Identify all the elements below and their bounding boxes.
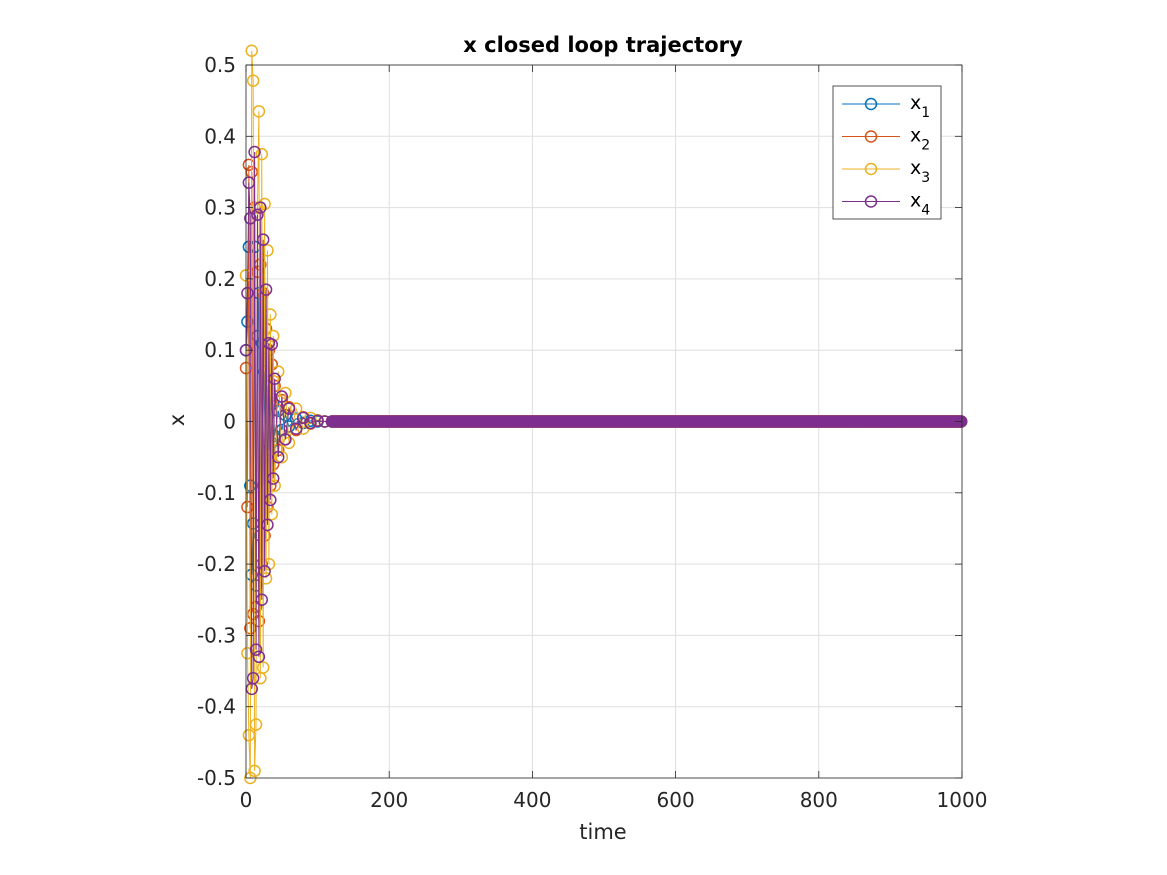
legend: x1 x2 x3 x4 (832, 85, 942, 220)
data-point-x_4 (251, 208, 264, 221)
data-point-x_4 (244, 212, 257, 225)
data-point-x_4 (241, 286, 254, 300)
data-point-x_4 (264, 493, 277, 507)
data-point-x_3 (279, 386, 292, 400)
data-point-x_4 (265, 338, 279, 351)
data-point-x_3 (259, 572, 273, 585)
data-point-x_3 (265, 507, 279, 521)
legend-box (832, 85, 942, 220)
data-point-x_4 (254, 201, 267, 214)
y-tick-label: 0.4 (204, 124, 236, 148)
y-tick-label: 0 (223, 410, 236, 434)
data-point-x_4 (249, 643, 263, 656)
data-point-x_3 (289, 402, 303, 415)
legend-marker-x_3 (864, 162, 878, 176)
data-point-x_3 (242, 728, 256, 742)
x-axis-label: time (579, 820, 626, 844)
data-point-x_3 (266, 329, 280, 343)
legend-label-x_4: x4 (910, 190, 930, 219)
data-point-x_4 (289, 422, 303, 435)
data-point-x_4 (258, 564, 271, 578)
data-point-x_3 (268, 479, 281, 492)
y-tick-label: -0.3 (197, 623, 236, 647)
y-tick-label: -0.2 (197, 552, 236, 576)
y-tick-label: 0.3 (204, 196, 236, 220)
plot-area (239, 44, 968, 785)
data-point-x_3 (256, 661, 270, 674)
data-point-x_4 (266, 472, 280, 485)
data-point-x_2 (275, 393, 289, 407)
data-point-x_3 (258, 197, 271, 211)
data-point-x_4 (242, 176, 256, 189)
x-tick-label: 0 (240, 788, 253, 812)
data-point-x_4 (252, 650, 266, 664)
data-point-x_3 (271, 365, 285, 378)
y-axis-label: x (165, 414, 189, 426)
data-point-x_4 (271, 450, 285, 464)
axes: 0 200 400 600 800 1000 -0.5 -0.4 -0.3 -0.2 -0.1 0 0.… (197, 53, 987, 812)
y-tick-label: 0.1 (204, 338, 236, 362)
data-point-x_3 (261, 244, 274, 257)
legend-marker-x_4 (864, 195, 878, 208)
data-point-x_4 (261, 518, 274, 532)
data-point-x_3 (245, 44, 258, 57)
x-tick-label: 400 (513, 788, 551, 812)
data-point-x_3 (255, 147, 269, 161)
data-point-x_3 (246, 74, 260, 87)
series-line-x_4 (245, 151, 962, 689)
data-point-x_4 (279, 433, 292, 446)
data-point-x_4 (256, 233, 270, 246)
x-tick-label: 200 (370, 788, 408, 812)
data-point-x_4 (248, 145, 261, 159)
x-tick-label: 1000 (937, 788, 988, 812)
data-point-x_1 (241, 315, 254, 328)
data-point-x_4 (255, 593, 269, 606)
data-point-x_4 (259, 283, 273, 296)
legend-label-x_1: x1 (910, 92, 930, 121)
data-point-x_3 (282, 436, 296, 450)
y-tick-label: -0.1 (197, 481, 236, 505)
data-point-x_3 (252, 105, 266, 118)
data-point-x_2 (241, 500, 254, 514)
data-point-x_3 (264, 308, 277, 321)
data-point-x_4 (311, 414, 324, 428)
chart-title: x closed loop trajectory (463, 33, 743, 57)
data-point-x_4 (304, 416, 317, 430)
data-point-x_4 (275, 390, 289, 403)
data-point-x_3 (275, 450, 289, 464)
data-point-x_4 (246, 671, 260, 685)
legend-marker-x_1 (864, 97, 878, 111)
y-tick-label: 0.2 (204, 267, 236, 291)
x-tick-label: 800 (800, 788, 838, 812)
x-tick-label: 600 (657, 788, 695, 812)
data-point-x_3 (262, 557, 276, 571)
data-point-x_3 (249, 718, 263, 731)
data-point-x_4 (268, 372, 281, 385)
y-tick-label: -0.5 (197, 766, 236, 790)
legend-label-x_3: x3 (910, 157, 930, 186)
data-point-x_3 (248, 764, 261, 778)
legend-label-x_2: x2 (910, 125, 930, 154)
legend-marker-x_2 (864, 130, 878, 143)
y-tick-label: -0.4 (197, 695, 236, 719)
data-point-x_4 (282, 402, 296, 415)
y-tick-label: 0.5 (204, 53, 236, 77)
